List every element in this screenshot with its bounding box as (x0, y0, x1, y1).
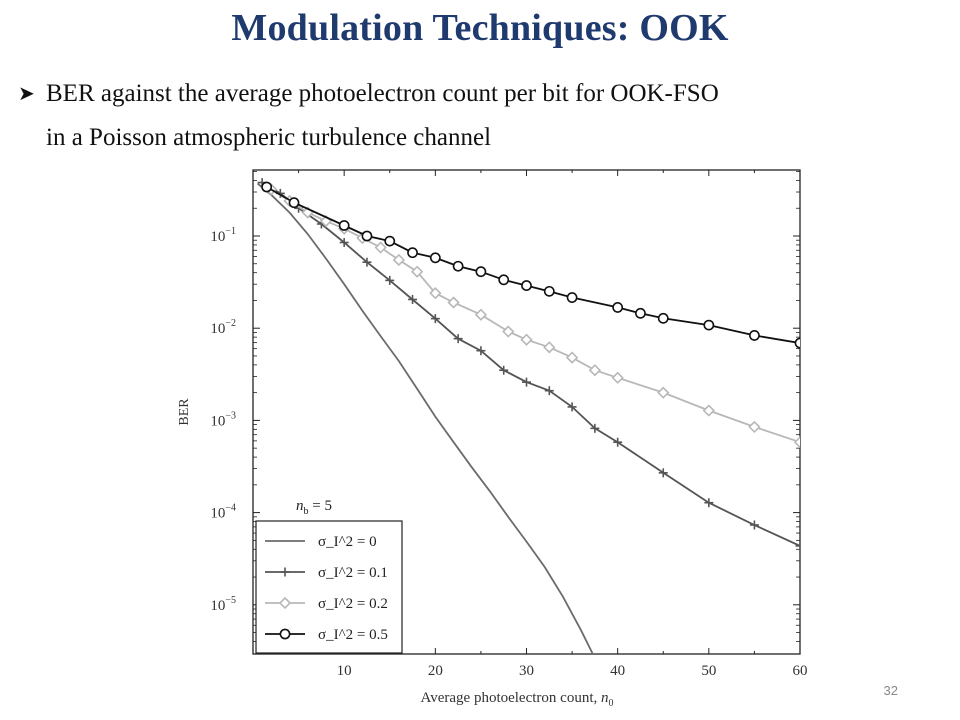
legend-box (255, 520, 403, 654)
data-point (499, 365, 509, 375)
legend-entry: σ_I^2 = 0.2 (265, 596, 388, 612)
data-point (703, 319, 715, 331)
data-point (565, 351, 579, 364)
data-point (702, 404, 715, 417)
data-point (522, 377, 531, 387)
data-point (749, 330, 760, 341)
data-point (447, 296, 460, 309)
data-point (407, 247, 418, 259)
legend-title: nb = 5 (296, 498, 332, 517)
series-3 (261, 181, 800, 349)
series-line (261, 181, 800, 547)
y-tick-label: 10−1 (210, 226, 236, 245)
bullet-line-1: BER against the average photoelectron co… (46, 80, 719, 107)
legend-entry: σ_I^2 = 0.5 (265, 627, 388, 643)
data-point (374, 241, 387, 254)
data-point (657, 312, 669, 324)
data-point (567, 402, 577, 412)
page-number: 32 (883, 683, 898, 698)
legend-marker (279, 628, 291, 640)
series-line (266, 186, 800, 344)
data-point (658, 468, 668, 478)
data-point (362, 257, 372, 267)
series-0 (257, 182, 594, 654)
x-tick-label: 20 (428, 663, 443, 679)
data-point (793, 436, 800, 449)
data-point (588, 364, 602, 377)
legend-marker (280, 567, 290, 577)
series-1 (257, 178, 800, 551)
data-point (361, 230, 373, 242)
x-tick-label: 30 (519, 663, 534, 679)
bullet-arrow-icon: ➤ (18, 83, 35, 105)
data-point (392, 253, 405, 267)
data-point (543, 341, 556, 354)
legend-label: σ_I^2 = 0.2 (318, 596, 388, 612)
data-point (498, 274, 510, 286)
data-point (748, 420, 761, 434)
legend-label: σ_I^2 = 0.5 (318, 627, 388, 643)
x-tick-label: 50 (701, 663, 716, 679)
data-point (430, 314, 440, 324)
y-tick-label: 10−2 (210, 318, 236, 337)
data-point (635, 307, 646, 319)
legend-marker (278, 596, 292, 610)
data-point (521, 280, 532, 291)
data-point (657, 386, 670, 399)
data-point (543, 285, 555, 297)
x-tick-label: 60 (793, 663, 808, 679)
data-point (384, 235, 396, 247)
data-point (544, 386, 554, 396)
data-point (795, 541, 800, 551)
data-point (452, 260, 464, 272)
legend-label: σ_I^2 = 0.1 (318, 565, 388, 581)
data-point (474, 308, 488, 321)
legend: nb = 5 σ_I^2 = 0 σ_I^2 = 0.1 σ_I^2 = 0.2 σ_… (255, 498, 403, 654)
y-tick-label: 10−5 (210, 595, 236, 614)
legend-label: σ_I^2 = 0 (318, 534, 377, 550)
data-point (339, 238, 349, 248)
data-point (520, 333, 533, 346)
data-point (612, 302, 624, 313)
data-point (338, 220, 350, 231)
series-line (270, 188, 800, 444)
data-point (749, 520, 759, 530)
data-point (408, 294, 418, 304)
data-point (704, 498, 714, 508)
x-tick-label: 40 (610, 663, 625, 679)
data-point (475, 266, 487, 278)
legend-entry: σ_I^2 = 0.1 (265, 565, 388, 581)
x-tick-label: 10 (337, 663, 352, 679)
y-axis-label: BER (177, 398, 192, 426)
data-point (794, 337, 800, 349)
data-point (288, 197, 300, 209)
data-point (566, 292, 578, 303)
series-line (257, 182, 594, 654)
data-point (385, 275, 395, 285)
slide-title: Modulation Techniques: OOK (231, 7, 729, 49)
x-axis-label: Average photoelectron count, n0 (421, 690, 614, 709)
data-point (611, 371, 624, 384)
data-point (502, 325, 515, 338)
y-tick-label: 10−3 (210, 410, 236, 429)
y-tick-label: 10−4 (210, 503, 236, 522)
data-point (261, 181, 273, 193)
data-point (453, 334, 463, 344)
data-point (429, 252, 441, 264)
data-point (613, 437, 623, 447)
legend-entry: σ_I^2 = 0 (265, 534, 377, 550)
data-point (429, 287, 442, 300)
series-layer (257, 178, 800, 654)
bullet-line-2: in a Poisson atmospheric turbulence chan… (46, 124, 492, 151)
data-point (410, 265, 424, 278)
data-point (476, 346, 486, 356)
data-point (590, 423, 600, 433)
